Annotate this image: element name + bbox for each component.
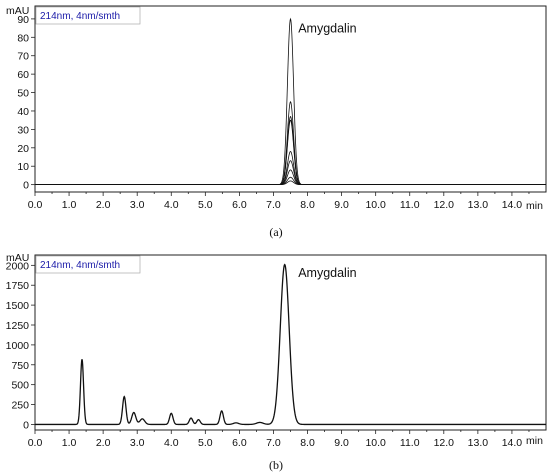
x-tick-label: 11.0 — [400, 199, 420, 211]
y-tick-label: 1250 — [6, 320, 30, 332]
x-tick-label: 12.0 — [434, 199, 455, 211]
chromatogram-panel-b: mAU 214nm, 4nm/smth min (b) 0.0 1.0 2.0 3.0… — [6, 252, 547, 472]
x-axis-unit-label-a: min — [526, 200, 543, 212]
x-tick-label: 13.0 — [468, 437, 489, 449]
x-tick-label: 10.0 — [365, 437, 386, 449]
y-axis-unit-label-b: mAU — [6, 252, 29, 264]
condition-label-a: 214nm, 4nm/smth — [40, 11, 120, 22]
x-tick-label: 2.0 — [96, 437, 111, 449]
y-tick-label: 1000 — [6, 340, 30, 352]
x-tick-label: 14.0 — [502, 437, 523, 449]
axis-ticks-b: 0.0 1.0 2.0 3.0 4.0 5.0 6.0 7.0 8.0 9.0 10.0 11.0 12… — [6, 260, 530, 449]
x-tick-label: 1.0 — [62, 437, 77, 449]
y-tick-label: 40 — [17, 106, 29, 118]
chromatogram-panel-a: mAU 214nm, 4nm/smth min (a) 0.0 1.0 2.0 3.0… — [6, 5, 547, 239]
x-tick-label: 5.0 — [198, 437, 213, 449]
peak-annotation-amygdalin-b: Amygdalin — [298, 266, 356, 280]
x-tick-label: 5.0 — [198, 199, 213, 211]
x-tick-label: 9.0 — [334, 437, 349, 449]
panel-label-b: (b) — [269, 458, 283, 472]
plot-frame-b — [34, 254, 547, 431]
chromatogram-series-line — [35, 263, 546, 426]
y-tick-label: 1750 — [6, 280, 30, 292]
x-tick-label: 7.0 — [266, 199, 281, 211]
x-tick-label: 9.0 — [334, 199, 349, 211]
axis-ticks-a: 0.0 1.0 2.0 3.0 4.0 5.0 6.0 7.0 8.0 9.0 10.0 11.0 12… — [17, 14, 530, 211]
x-tick-label: 3.0 — [130, 437, 145, 449]
peak-annotation-amygdalin-a: Amygdalin — [298, 22, 356, 36]
x-tick-label: 6.0 — [232, 199, 247, 211]
y-tick-label: 2000 — [6, 260, 30, 272]
plot-frame-a — [34, 5, 547, 193]
x-tick-label: 10.0 — [365, 199, 386, 211]
x-tick-label: 6.0 — [232, 437, 247, 449]
y-tick-label: 0 — [23, 180, 29, 192]
y-tick-label: 500 — [11, 380, 29, 392]
y-tick-label: 80 — [17, 32, 29, 44]
x-tick-label: 4.0 — [164, 437, 179, 449]
chromatogram-series-line — [35, 180, 546, 186]
chromatogram-traces-a — [35, 17, 546, 186]
x-tick-label: 7.0 — [266, 437, 281, 449]
x-tick-label: 4.0 — [164, 199, 179, 211]
x-tick-label: 14.0 — [502, 199, 523, 211]
x-tick-label: 1.0 — [62, 199, 77, 211]
y-tick-label: 70 — [17, 51, 29, 63]
x-tick-label: 11.0 — [400, 437, 420, 449]
x-tick-label: 8.0 — [300, 437, 315, 449]
y-tick-label: 0 — [23, 419, 29, 431]
x-tick-label: 13.0 — [468, 199, 489, 211]
condition-label-box-b — [35, 255, 141, 274]
x-tick-label: 0.0 — [28, 199, 43, 211]
x-tick-label: 12.0 — [434, 437, 455, 449]
chromatogram-trace-b — [35, 263, 546, 426]
y-tick-label: 250 — [11, 400, 29, 412]
x-tick-label: 0.0 — [28, 437, 43, 449]
y-tick-label: 50 — [17, 88, 29, 100]
y-tick-label: 30 — [17, 124, 29, 136]
y-tick-label: 20 — [17, 143, 29, 155]
y-tick-label: 10 — [17, 161, 29, 173]
condition-label-b: 214nm, 4nm/smth — [40, 260, 120, 271]
y-tick-label: 90 — [17, 14, 29, 26]
y-tick-label: 60 — [17, 69, 29, 81]
x-tick-label: 2.0 — [96, 199, 111, 211]
y-axis-unit-label-a: mAU — [6, 5, 29, 17]
x-axis-unit-label-b: min — [526, 435, 543, 447]
y-tick-label: 750 — [11, 360, 29, 372]
x-tick-label: 8.0 — [300, 199, 315, 211]
x-tick-label: 3.0 — [130, 199, 145, 211]
condition-label-box-a — [35, 6, 141, 25]
panel-label-a: (a) — [269, 225, 282, 239]
y-tick-label: 1500 — [6, 300, 30, 312]
